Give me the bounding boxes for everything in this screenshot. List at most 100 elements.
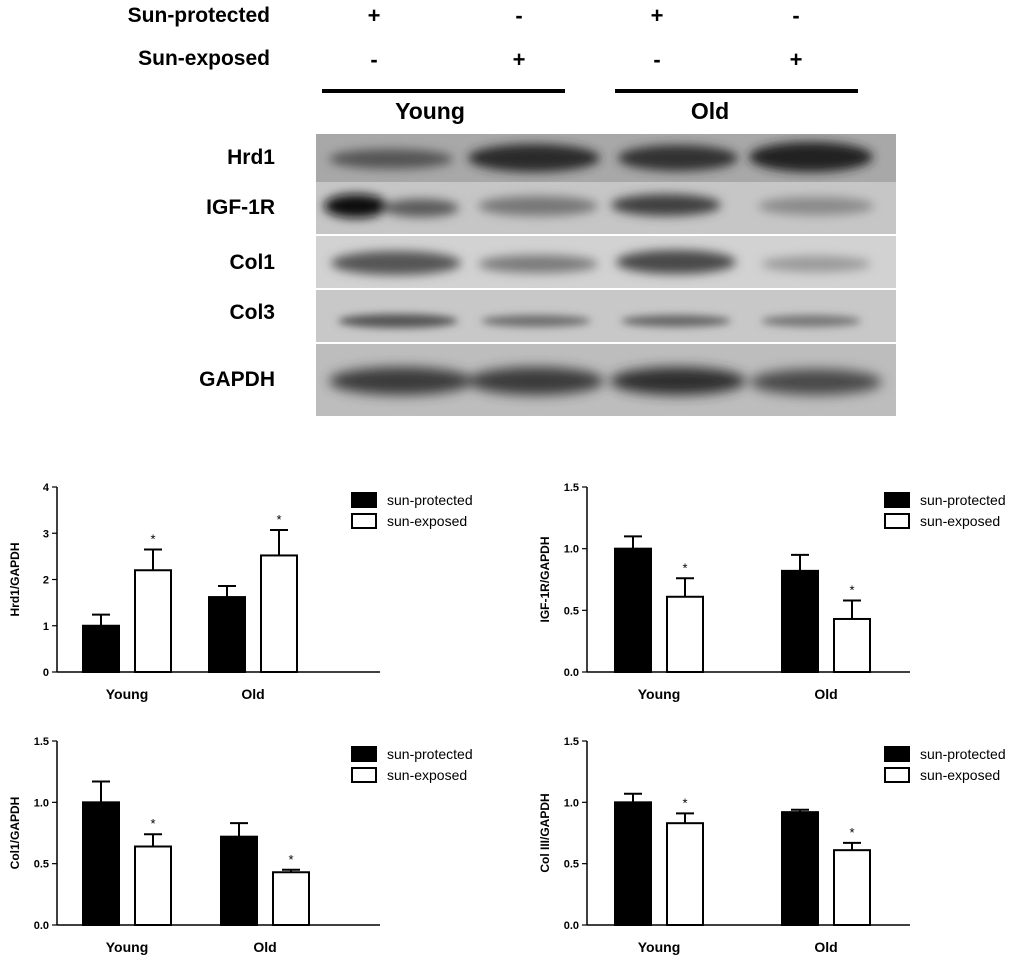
y-axis-title: Col1/GAPDH bbox=[8, 797, 22, 870]
legend-label-sun-protected: sun-protected bbox=[920, 746, 1006, 762]
group-label-old: Old bbox=[690, 98, 730, 124]
chart-plot-area: 0.0 0.5 1.0 1.5 IGF-1R/GAPDH * Young * Old sun-pr… bbox=[538, 482, 1006, 702]
legend-swatch-sun-protected bbox=[351, 746, 377, 762]
chart-plot-area: 0.0 0.5 1.0 1.5 Col III/GAPDH * Young * Old sun-p… bbox=[538, 736, 1006, 955]
blot-strip-igf1r bbox=[316, 182, 896, 234]
y-tick-label: 0.5 bbox=[34, 859, 49, 871]
legend-swatch-sun-exposed bbox=[351, 513, 377, 529]
x-category-old: Old bbox=[253, 939, 276, 955]
band-label-col3: Col3 bbox=[229, 301, 275, 324]
bar-sun-protected-old bbox=[220, 835, 258, 926]
significance-star: * bbox=[682, 560, 687, 575]
sign-sun-protected-lane1: + bbox=[367, 3, 381, 28]
y-tick-label: 0.0 bbox=[564, 920, 579, 932]
legend-label-sun-exposed: sun-exposed bbox=[387, 767, 467, 783]
legend-swatch-sun-exposed bbox=[351, 767, 377, 783]
y-tick-label: 1.5 bbox=[564, 736, 579, 748]
y-tick-label: 1.5 bbox=[564, 482, 579, 494]
sign-sun-exposed-lane4: + bbox=[789, 47, 803, 72]
significance-star: * bbox=[849, 825, 854, 840]
legend-swatch-sun-protected bbox=[884, 746, 910, 762]
bar-sun-exposed-young bbox=[134, 569, 172, 673]
bar-sun-protected-old bbox=[781, 569, 819, 673]
y-tick-label: 1.0 bbox=[564, 797, 579, 809]
x-category-old: Old bbox=[814, 939, 837, 955]
blot-strip-col3 bbox=[316, 290, 896, 342]
sign-sun-exposed-lane2: + bbox=[512, 47, 526, 72]
bar-sun-exposed-young bbox=[134, 845, 172, 926]
band-label-gapdh: GAPDH bbox=[199, 368, 275, 391]
group-line-young bbox=[322, 89, 565, 93]
chart-col1: 0.0 0.5 1.0 1.5 Col1/GAPDH * Young * Old sun-prot… bbox=[0, 730, 500, 964]
y-tick-label: 1.0 bbox=[564, 544, 579, 556]
chart-plot-area: 0.0 0.5 1.0 1.5 Col1/GAPDH * Young * Old sun-prot… bbox=[8, 736, 473, 955]
x-category-young: Young bbox=[106, 939, 149, 955]
group-line-old bbox=[615, 89, 858, 93]
legend-swatch-sun-exposed bbox=[884, 767, 910, 783]
legend-swatch-sun-protected bbox=[351, 492, 377, 508]
y-tick-label: 0.5 bbox=[564, 605, 579, 617]
y-tick-label: 0.0 bbox=[34, 920, 49, 932]
y-tick-label: 1 bbox=[43, 621, 49, 633]
significance-star: * bbox=[150, 816, 155, 831]
legend-label-sun-exposed: sun-exposed bbox=[920, 513, 1000, 529]
bar-sun-protected-young bbox=[82, 624, 120, 673]
condition-label-sun-exposed: Sun-exposed bbox=[138, 47, 270, 70]
blot-strip-gapdh bbox=[316, 344, 896, 416]
bar-sun-protected-young bbox=[614, 801, 652, 926]
sign-sun-protected-lane4: - bbox=[792, 3, 800, 28]
bar-sun-exposed-old bbox=[833, 617, 871, 673]
bar-sun-exposed-old bbox=[833, 849, 871, 926]
sign-sun-protected-lane3: + bbox=[650, 3, 664, 28]
bar-sun-exposed-young bbox=[666, 822, 704, 926]
y-tick-label: 4 bbox=[43, 482, 50, 494]
chart-hrd1: 0 1 2 3 4 Hrd1/GAPDH * Young * Old sun-protected su… bbox=[0, 475, 500, 715]
blot-strip-hrd1 bbox=[316, 134, 896, 182]
x-category-young: Young bbox=[638, 686, 681, 702]
x-category-old: Old bbox=[241, 686, 264, 702]
bar-sun-protected-young bbox=[614, 547, 652, 673]
bar-sun-exposed-young bbox=[666, 595, 704, 673]
significance-star: * bbox=[682, 795, 687, 810]
sign-sun-exposed-lane3: - bbox=[653, 47, 661, 72]
bar-sun-exposed-old bbox=[260, 554, 298, 673]
legend-swatch-sun-exposed bbox=[884, 513, 910, 529]
y-tick-label: 0 bbox=[43, 667, 49, 679]
blot-strip-col1 bbox=[316, 236, 896, 288]
group-label-young: Young bbox=[395, 98, 465, 124]
x-category-young: Young bbox=[638, 939, 681, 955]
bar-sun-exposed-old bbox=[272, 871, 310, 926]
chart-col3: 0.0 0.5 1.0 1.5 Col III/GAPDH * Young * Old sun-p… bbox=[510, 730, 1010, 964]
legend-label-sun-exposed: sun-exposed bbox=[387, 513, 467, 529]
bar-sun-protected-old bbox=[208, 596, 246, 673]
band-label-hrd1: Hrd1 bbox=[227, 146, 275, 169]
legend-swatch-sun-protected bbox=[884, 492, 910, 508]
bar-sun-protected-young bbox=[82, 801, 120, 926]
chart-igf1r: 0.0 0.5 1.0 1.5 IGF-1R/GAPDH * Young * Old sun-pr… bbox=[510, 475, 1010, 715]
x-category-old: Old bbox=[814, 686, 837, 702]
y-axis-title: Col III/GAPDH bbox=[538, 793, 552, 872]
condition-label-sun-protected: Sun-protected bbox=[127, 4, 270, 27]
significance-star: * bbox=[276, 512, 281, 527]
significance-star: * bbox=[150, 531, 155, 546]
sign-sun-protected-lane2: - bbox=[515, 3, 523, 28]
band-label-col1: Col1 bbox=[229, 251, 275, 274]
y-axis-title: IGF-1R/GAPDH bbox=[538, 536, 552, 622]
bar-sun-protected-old bbox=[781, 811, 819, 926]
y-tick-label: 1.0 bbox=[34, 797, 49, 809]
legend-label-sun-protected: sun-protected bbox=[920, 492, 1006, 508]
legend-label-sun-protected: sun-protected bbox=[387, 746, 473, 762]
legend-label-sun-protected: sun-protected bbox=[387, 492, 473, 508]
significance-star: * bbox=[288, 852, 293, 867]
sign-sun-exposed-lane1: - bbox=[370, 47, 378, 72]
y-tick-label: 0.0 bbox=[564, 667, 579, 679]
chart-plot-area: 0 1 2 3 4 Hrd1/GAPDH * Young * Old sun-protected su… bbox=[8, 482, 473, 702]
x-category-young: Young bbox=[106, 686, 149, 702]
y-tick-label: 2 bbox=[43, 575, 49, 587]
y-tick-label: 1.5 bbox=[34, 736, 49, 748]
y-axis-title: Hrd1/GAPDH bbox=[8, 542, 22, 616]
legend-label-sun-exposed: sun-exposed bbox=[920, 767, 1000, 783]
band-label-igf1r: IGF-1R bbox=[206, 196, 275, 219]
significance-star: * bbox=[849, 582, 854, 597]
y-tick-label: 0.5 bbox=[564, 859, 579, 871]
